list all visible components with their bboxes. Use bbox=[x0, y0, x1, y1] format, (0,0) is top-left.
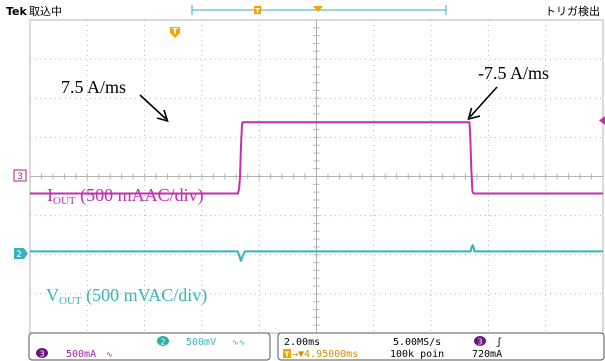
ch2-ground-marker: 2 bbox=[14, 248, 28, 260]
ch3-scale: 500mA bbox=[66, 349, 96, 360]
iout-waveform bbox=[30, 121, 603, 195]
trigger-level: 720mA bbox=[472, 349, 502, 360]
svg-text:T: T bbox=[255, 7, 260, 15]
graticule bbox=[29, 19, 604, 334]
vout-label: VOUT (500 mVAC/div) bbox=[46, 285, 207, 307]
timebase: 2.00ms bbox=[284, 337, 320, 348]
channel-readout-panel: 2 500mV ∿∿ 3 500mA ∿ bbox=[28, 332, 271, 361]
svg-text:T: T bbox=[172, 27, 178, 36]
svg-text:T: T bbox=[285, 351, 290, 359]
svg-text:2: 2 bbox=[16, 250, 22, 260]
trigger-slope-icon: ʃ bbox=[496, 337, 502, 348]
svg-text:3: 3 bbox=[17, 172, 23, 182]
vout-waveform bbox=[30, 244, 603, 262]
trigger-position: →▼4.95000ms bbox=[292, 349, 358, 360]
iout-label: IOUT (500 mAAC/div) bbox=[47, 185, 204, 207]
trigger-status: トリガ検出 bbox=[545, 4, 600, 18]
ch2-scale: 500mV bbox=[186, 337, 216, 348]
brand-label: Tek bbox=[6, 5, 28, 18]
trigger-level-marker bbox=[599, 116, 605, 125]
acquisition-status: 取込中 bbox=[29, 5, 62, 18]
sample-rate: 5.00MS/s bbox=[393, 337, 441, 348]
fall-arrow bbox=[467, 86, 498, 121]
rise-arrow bbox=[139, 94, 169, 123]
ch3-coupling: ∿ bbox=[106, 350, 113, 359]
timebase-readout-panel: 2.00ms 5.00MS/s 3 ʃ T →▼4.95000ms 100k p… bbox=[277, 332, 605, 361]
record-position-bracket: T bbox=[191, 5, 447, 15]
trigger-position-marker: T bbox=[170, 27, 180, 38]
rise-rate-annotation: 7.5 A/ms bbox=[61, 77, 126, 97]
svg-text:3: 3 bbox=[39, 350, 44, 359]
ch2-coupling: ∿∿ bbox=[232, 338, 245, 347]
svg-text:2: 2 bbox=[160, 338, 165, 347]
fall-rate-annotation: -7.5 A/ms bbox=[478, 63, 549, 83]
ch3-badge bbox=[36, 348, 48, 358]
record-length: 100k poin bbox=[390, 349, 444, 360]
svg-text:3: 3 bbox=[477, 338, 482, 347]
trigger-source-badge bbox=[474, 336, 486, 346]
ch2-badge bbox=[157, 336, 169, 346]
ch3-ground-marker: 3 bbox=[13, 169, 27, 182]
